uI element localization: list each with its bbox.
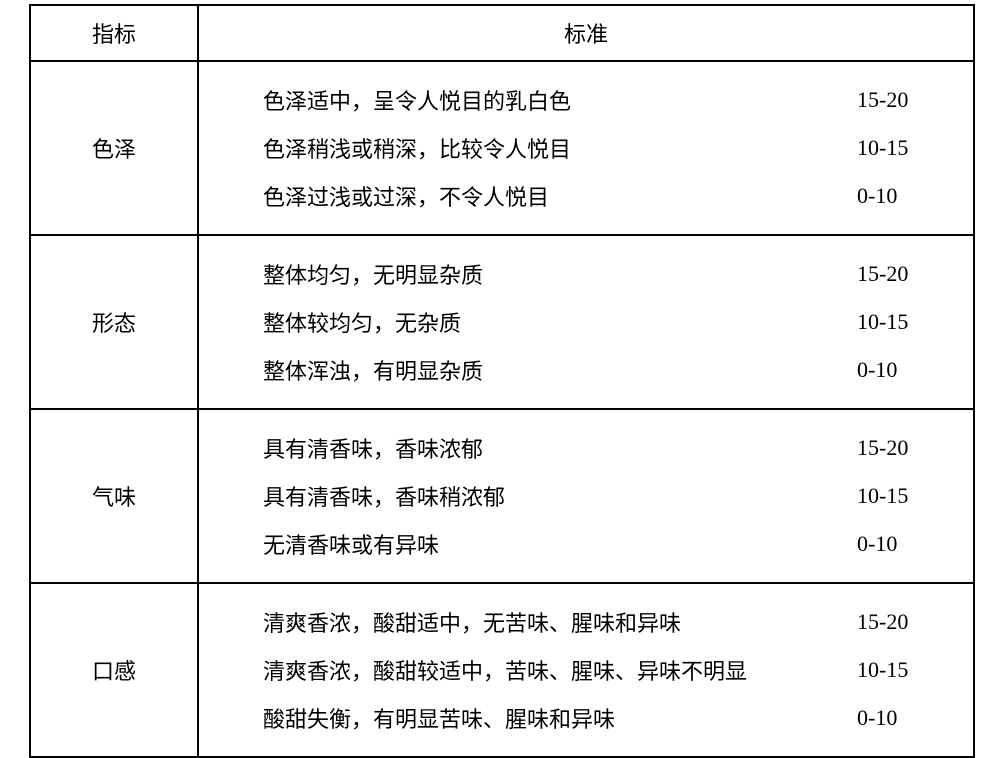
criterion-desc: 酸甜失衡，有明显苦味、腥味和异味 bbox=[263, 702, 857, 734]
criterion-row: 酸甜失衡，有明显苦味、腥味和异味 0-10 bbox=[199, 694, 973, 742]
criterion-score: 10-15 bbox=[857, 483, 937, 509]
criterion-row: 无清香味或有异味 0-10 bbox=[199, 520, 973, 568]
criterion-desc: 无清香味或有异味 bbox=[263, 528, 857, 560]
criterion-row: 清爽香浓，酸甜适中，无苦味、腥味和异味 15-20 bbox=[199, 598, 973, 646]
criterion-row: 清爽香浓，酸甜较适中，苦味、腥味、异味不明显 10-15 bbox=[199, 646, 973, 694]
criterion-desc: 整体较均匀，无杂质 bbox=[263, 306, 857, 338]
indicator-cell: 色泽 bbox=[30, 61, 198, 235]
criterion-desc: 整体均匀，无明显杂质 bbox=[263, 258, 857, 290]
criterion-row: 色泽过浅或过深，不令人悦目 0-10 bbox=[199, 172, 973, 220]
criterion-score: 0-10 bbox=[857, 357, 937, 383]
criterion-score: 15-20 bbox=[857, 609, 937, 635]
criterion-row: 具有清香味，香味稍浓郁 10-15 bbox=[199, 472, 973, 520]
criterion-desc: 清爽香浓，酸甜适中，无苦味、腥味和异味 bbox=[263, 606, 857, 638]
criterion-desc: 清爽香浓，酸甜较适中，苦味、腥味、异味不明显 bbox=[263, 654, 857, 686]
standard-cell: 具有清香味，香味浓郁 15-20 具有清香味，香味稍浓郁 10-15 无清香味或… bbox=[198, 409, 974, 583]
indicator-cell: 口感 bbox=[30, 583, 198, 757]
criterion-score: 0-10 bbox=[857, 183, 937, 209]
standard-cell: 色泽适中，呈令人悦目的乳白色 15-20 色泽稍浅或稍深，比较令人悦目 10-1… bbox=[198, 61, 974, 235]
indicator-cell: 形态 bbox=[30, 235, 198, 409]
criterion-row: 整体较均匀，无杂质 10-15 bbox=[199, 298, 973, 346]
header-indicator: 指标 bbox=[30, 5, 198, 61]
criterion-score: 15-20 bbox=[857, 261, 937, 287]
indicator-cell: 气味 bbox=[30, 409, 198, 583]
table-header-row: 指标 标准 bbox=[30, 5, 974, 61]
header-standard: 标准 bbox=[198, 5, 974, 61]
table-row: 口感 清爽香浓，酸甜适中，无苦味、腥味和异味 15-20 清爽香浓，酸甜较适中，… bbox=[30, 583, 974, 757]
criterion-row: 整体浑浊，有明显杂质 0-10 bbox=[199, 346, 973, 394]
criterion-score: 10-15 bbox=[857, 657, 937, 683]
criterion-row: 色泽适中，呈令人悦目的乳白色 15-20 bbox=[199, 76, 973, 124]
criterion-row: 色泽稍浅或稍深，比较令人悦目 10-15 bbox=[199, 124, 973, 172]
table-row: 色泽 色泽适中，呈令人悦目的乳白色 15-20 色泽稍浅或稍深，比较令人悦目 1… bbox=[30, 61, 974, 235]
criterion-desc: 色泽过浅或过深，不令人悦目 bbox=[263, 180, 857, 212]
criterion-score: 15-20 bbox=[857, 435, 937, 461]
criterion-score: 10-15 bbox=[857, 135, 937, 161]
criterion-score: 0-10 bbox=[857, 531, 937, 557]
criterion-desc: 具有清香味，香味稍浓郁 bbox=[263, 480, 857, 512]
criterion-row: 整体均匀，无明显杂质 15-20 bbox=[199, 250, 973, 298]
standards-table: 指标 标准 色泽 色泽适中，呈令人悦目的乳白色 15-20 色泽稍浅或稍深，比较… bbox=[29, 4, 975, 758]
standard-cell: 整体均匀，无明显杂质 15-20 整体较均匀，无杂质 10-15 整体浑浊，有明… bbox=[198, 235, 974, 409]
criterion-score: 10-15 bbox=[857, 309, 937, 335]
table-row: 气味 具有清香味，香味浓郁 15-20 具有清香味，香味稍浓郁 10-15 无清… bbox=[30, 409, 974, 583]
table-row: 形态 整体均匀，无明显杂质 15-20 整体较均匀，无杂质 10-15 整体浑浊… bbox=[30, 235, 974, 409]
criterion-desc: 整体浑浊，有明显杂质 bbox=[263, 354, 857, 386]
page-container: { "layout": { "image_width": 1000, "imag… bbox=[0, 0, 1000, 743]
criterion-desc: 具有清香味，香味浓郁 bbox=[263, 432, 857, 464]
criterion-score: 15-20 bbox=[857, 87, 937, 113]
criterion-score: 0-10 bbox=[857, 705, 937, 731]
standard-cell: 清爽香浓，酸甜适中，无苦味、腥味和异味 15-20 清爽香浓，酸甜较适中，苦味、… bbox=[198, 583, 974, 757]
criterion-desc: 色泽稍浅或稍深，比较令人悦目 bbox=[263, 132, 857, 164]
criterion-desc: 色泽适中，呈令人悦目的乳白色 bbox=[263, 84, 857, 116]
criterion-row: 具有清香味，香味浓郁 15-20 bbox=[199, 424, 973, 472]
